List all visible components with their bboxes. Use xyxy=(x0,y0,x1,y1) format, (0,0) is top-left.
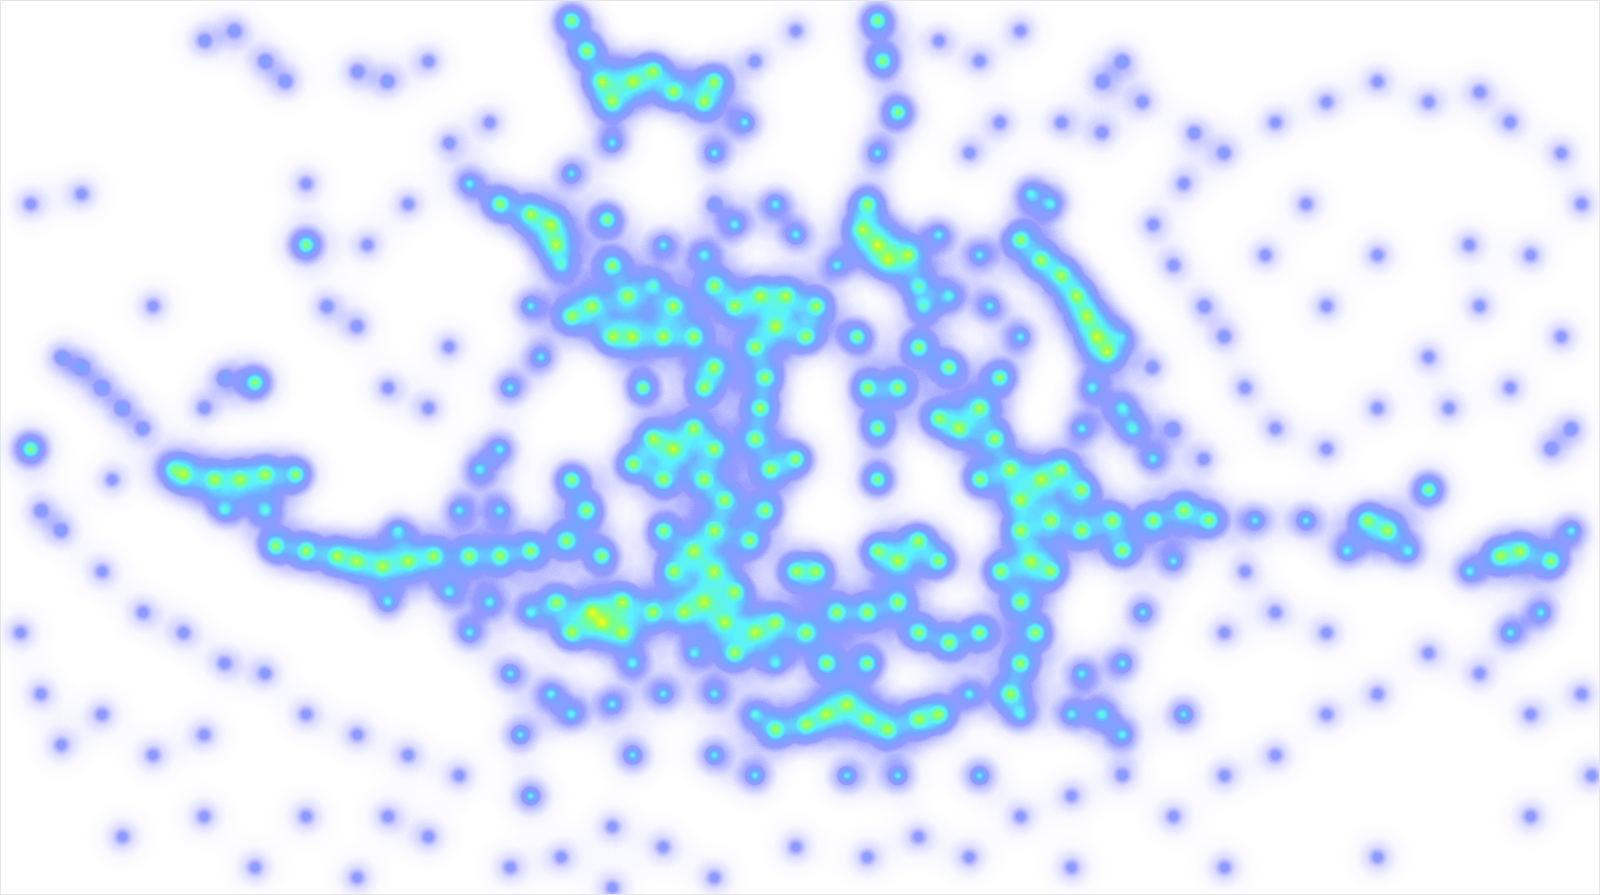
density-point xyxy=(743,519,849,624)
density-point xyxy=(1274,397,1380,502)
density-point xyxy=(151,763,257,869)
density-point xyxy=(560,835,665,895)
density-point xyxy=(29,141,135,247)
density-point xyxy=(743,406,849,512)
density-point xyxy=(1141,80,1247,185)
density-point xyxy=(1100,315,1206,420)
density-point xyxy=(396,294,501,400)
density-point xyxy=(1519,376,1600,481)
density-point xyxy=(702,8,808,114)
density-point xyxy=(1508,284,1600,390)
density-point xyxy=(824,100,930,206)
density-point xyxy=(315,192,420,298)
density-layer xyxy=(0,0,1600,895)
density-point xyxy=(871,254,977,360)
density-point xyxy=(181,0,287,83)
density-point xyxy=(947,70,1053,176)
density-point xyxy=(304,825,410,895)
density-point xyxy=(1049,29,1155,135)
plot-area xyxy=(0,0,1600,895)
density-point xyxy=(345,478,451,583)
density-point xyxy=(661,151,767,257)
density-point xyxy=(437,549,542,655)
plot-frame xyxy=(0,0,1600,895)
density-point xyxy=(722,611,828,717)
density-point xyxy=(1192,519,1298,624)
density-point xyxy=(1539,723,1600,829)
density-point xyxy=(1324,202,1430,308)
density-point xyxy=(1172,815,1278,895)
density-point xyxy=(100,254,206,360)
density-point xyxy=(1324,804,1430,895)
density-point xyxy=(1417,192,1522,298)
chart-root xyxy=(0,0,1600,895)
density-point xyxy=(0,641,94,747)
density-point xyxy=(1019,815,1124,895)
